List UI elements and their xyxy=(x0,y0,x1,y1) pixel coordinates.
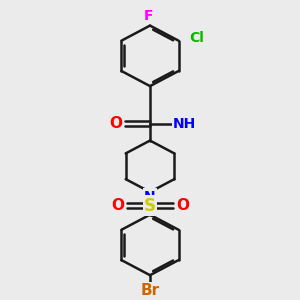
Text: Br: Br xyxy=(140,284,160,298)
Text: O: O xyxy=(110,116,122,131)
Text: F: F xyxy=(144,9,153,23)
Text: O: O xyxy=(111,198,124,213)
Text: O: O xyxy=(176,198,189,213)
Text: NH: NH xyxy=(173,117,196,131)
Text: N: N xyxy=(144,190,156,203)
Text: Cl: Cl xyxy=(189,31,204,45)
Text: S: S xyxy=(144,196,156,214)
